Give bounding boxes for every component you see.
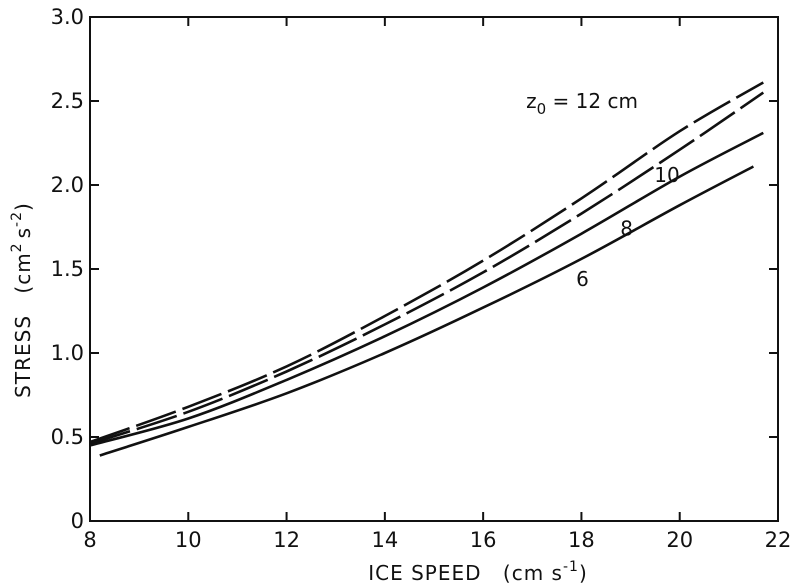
- x-tick-label: 14: [371, 528, 398, 552]
- series-line-4: [99, 165, 755, 457]
- curve-label-1: z0 = 12 cm: [526, 89, 638, 118]
- series-line-1: [89, 81, 764, 444]
- x-tick-label: 20: [666, 528, 693, 552]
- y-tick-label: 1.5: [51, 257, 84, 281]
- y-tick-label: 0: [71, 509, 84, 533]
- x-tick-label: 18: [568, 528, 595, 552]
- curve-label-4: 6: [576, 267, 589, 291]
- curve-label-2: 10: [654, 163, 679, 187]
- y-tick-label: 3.0: [51, 5, 84, 29]
- y-tick-label: 2.0: [51, 173, 84, 197]
- x-tick-label: 8: [83, 528, 96, 552]
- y-tick-label: 0.5: [51, 425, 84, 449]
- y-tick-label: 1.0: [51, 341, 84, 365]
- x-tick-label: 22: [765, 528, 792, 552]
- series-line-3: [89, 131, 764, 447]
- y-axis-label: STRESS (cm2s-2): [9, 202, 35, 398]
- y-tick-label: 2.5: [51, 89, 84, 113]
- x-tick-label: 10: [175, 528, 202, 552]
- series-line-2: [89, 91, 765, 445]
- x-axis-label: ICE SPEED (cm s-1): [368, 559, 588, 585]
- plot-frame: [89, 16, 779, 522]
- x-tick-label: 16: [470, 528, 497, 552]
- x-tick-label: 12: [273, 528, 300, 552]
- curve-label-3: 8: [620, 217, 633, 241]
